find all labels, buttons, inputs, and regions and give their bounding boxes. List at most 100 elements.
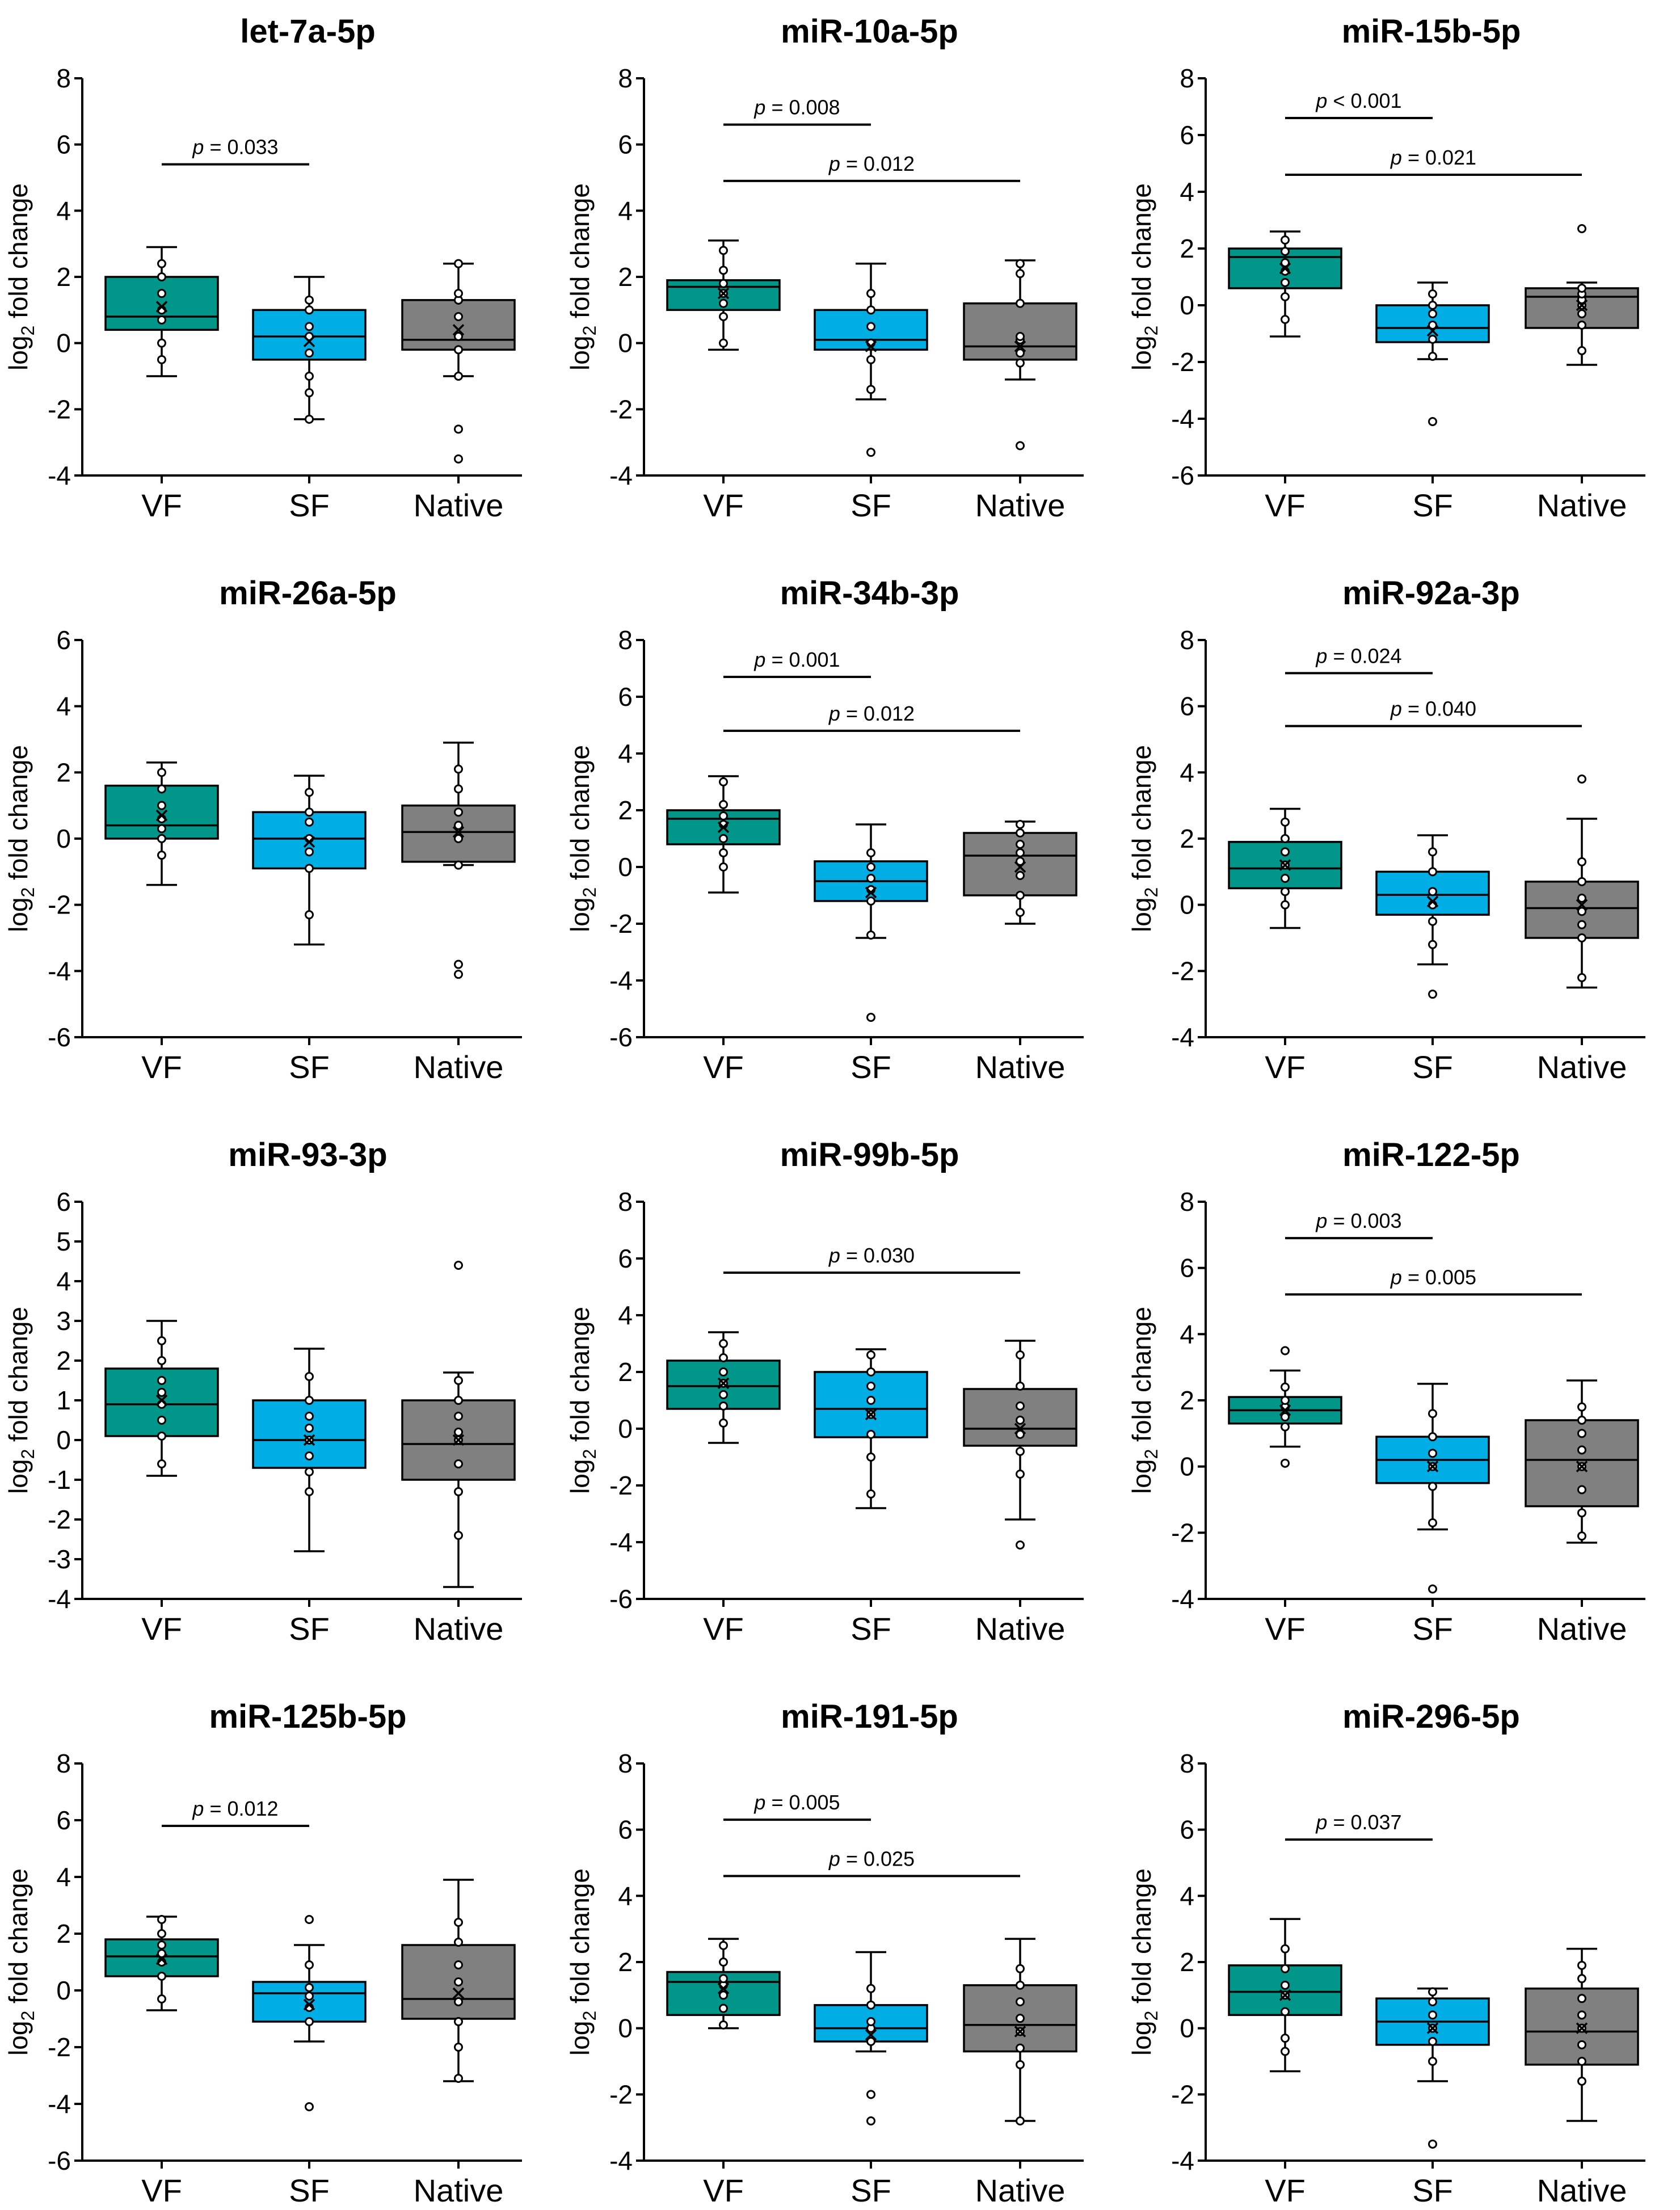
y-tick-label: 8	[618, 1749, 633, 1778]
data-point	[1016, 332, 1025, 341]
box-iqr	[401, 299, 516, 351]
significance-bar: p = 0.012	[162, 1797, 309, 1827]
data-point	[866, 322, 875, 331]
y-axis-label-rest: fold change	[565, 183, 595, 326]
data-point	[866, 2037, 875, 2046]
data-point	[719, 312, 728, 321]
mean-marker	[717, 1377, 730, 1390]
y-tick-label: 0	[1180, 2014, 1194, 2043]
data-point	[1016, 348, 1025, 358]
y-axis-label-main: log	[565, 1459, 595, 1494]
mean-marker-stroke	[1014, 340, 1026, 352]
mean-marker-stroke	[865, 1408, 877, 1421]
mean-marker-stroke	[452, 1987, 465, 1999]
y-tick-label: 4	[56, 1266, 71, 1296]
data-point	[305, 807, 314, 817]
y-tick-label: -2	[48, 394, 71, 424]
data-point	[1016, 269, 1025, 279]
data-point	[1428, 916, 1437, 926]
significance-bar: p = 0.025	[723, 1847, 1020, 1878]
mean-marker-stroke	[1426, 325, 1439, 337]
mean-marker-stroke	[1279, 1989, 1291, 2001]
y-tick-label: 8	[618, 625, 633, 655]
data-point	[1428, 1997, 1437, 2006]
data-point	[157, 801, 166, 810]
data-point	[1577, 346, 1586, 355]
data-point	[1577, 877, 1586, 886]
box-native	[963, 1938, 1077, 2125]
data-point	[1428, 1432, 1437, 1442]
data-point	[305, 2102, 314, 2111]
p-value-label: p = 0.040	[1390, 697, 1476, 721]
data-point	[1281, 292, 1290, 301]
chart-title: miR-93-3p	[228, 1136, 387, 1173]
mean-marker	[1576, 2022, 1588, 2034]
y-tick-label: -1	[48, 1465, 71, 1495]
y-axis-label-rest: fold change	[3, 183, 33, 326]
data-point	[1577, 1485, 1586, 1495]
data-point	[866, 862, 875, 872]
mean-marker	[155, 301, 168, 313]
data-point	[1281, 1346, 1290, 1356]
y-axis-label-main: log	[3, 1459, 33, 1494]
y-axis-label-rest: fold change	[3, 1868, 33, 2011]
p-value-symbol: p	[828, 152, 840, 175]
box-vf	[666, 775, 781, 894]
data-point	[1016, 1447, 1025, 1456]
data-point	[1281, 1382, 1290, 1392]
mean-marker	[1279, 859, 1291, 871]
data-point	[719, 1940, 728, 1950]
data-point	[866, 1013, 875, 1022]
mean-marker-stroke	[1576, 2022, 1588, 2034]
data-point	[1016, 2043, 1025, 2053]
data-point	[1428, 1518, 1437, 1527]
significance-bar: p < 0.001	[1285, 89, 1433, 119]
data-point	[866, 1382, 875, 1391]
data-point	[157, 1432, 166, 1441]
significance-bar: p = 0.037	[1285, 1811, 1433, 1841]
box-native	[401, 259, 516, 464]
y-tick-label: 2	[56, 1919, 71, 1948]
mean-marker	[155, 1394, 168, 1407]
p-value-label: p = 0.005	[1390, 1265, 1476, 1289]
box-vf	[1228, 1346, 1342, 1468]
y-tick-label: 1	[56, 1386, 71, 1415]
data-point	[719, 2003, 728, 2013]
p-value-label: p = 0.003	[1315, 1209, 1401, 1232]
p-value-label: p = 0.012	[828, 152, 915, 175]
mean-marker	[1279, 1404, 1291, 1416]
mean-marker-stroke	[1576, 1460, 1588, 1472]
data-point	[719, 1958, 728, 1967]
y-tick-label: 6	[618, 682, 633, 712]
p-value-text: = 0.037	[1327, 1811, 1401, 1834]
data-point	[1016, 1470, 1025, 1479]
data-point	[305, 295, 314, 305]
data-point	[305, 372, 314, 381]
data-point	[719, 862, 728, 872]
mean-marker-stroke	[1279, 262, 1291, 275]
p-value-text: = 0.025	[840, 1847, 915, 1870]
y-tick-label: 8	[56, 64, 71, 93]
y-tick-label: 6	[1180, 120, 1194, 150]
significance-bar: p = 0.021	[1285, 146, 1582, 176]
significance-bar: p = 0.001	[723, 648, 871, 678]
mean-marker-stroke	[1014, 861, 1026, 873]
data-point	[866, 1396, 875, 1405]
chart-title: miR-15b-5p	[1342, 13, 1521, 50]
y-tick-label: 2	[618, 1947, 633, 1977]
p-value-symbol: p	[828, 702, 840, 725]
data-point	[305, 1992, 314, 2001]
p-value-text: = 0.008	[765, 96, 840, 119]
box-sf	[1375, 1987, 1490, 2149]
data-point	[1281, 1944, 1290, 1954]
mean-marker	[452, 324, 465, 336]
data-point	[719, 834, 728, 843]
data-point	[454, 259, 463, 268]
data-point	[1577, 2010, 1586, 2020]
data-point	[157, 338, 166, 348]
box-native	[401, 1879, 516, 2083]
data-point	[305, 1915, 314, 1924]
